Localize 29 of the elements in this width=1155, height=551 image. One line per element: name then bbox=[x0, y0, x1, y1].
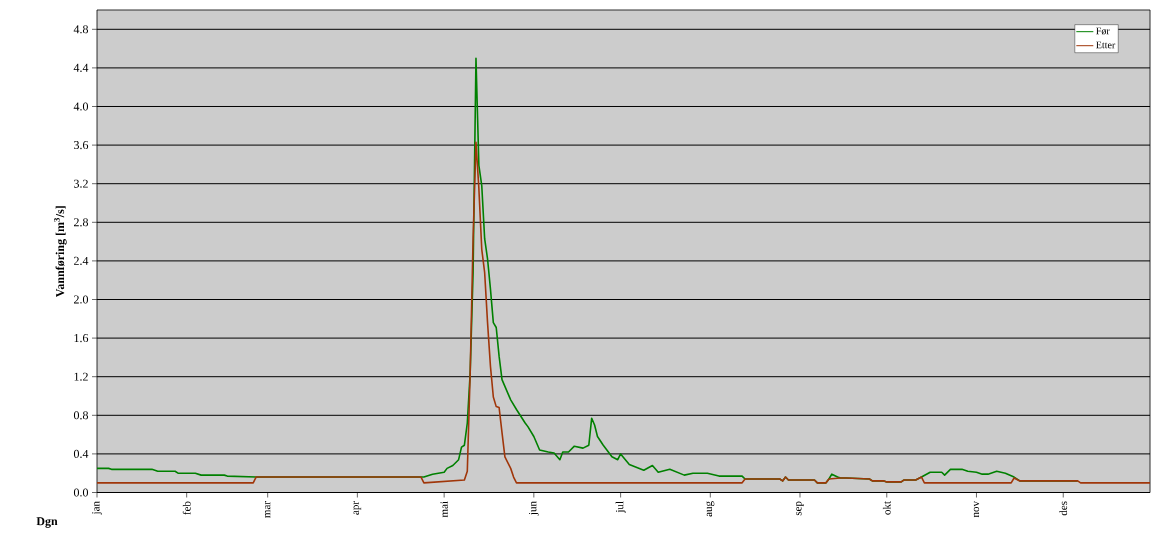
y-tick-label: 2.8 bbox=[74, 218, 89, 227]
y-tick-label: 1.6 bbox=[74, 334, 89, 343]
y-tick-label: 0.8 bbox=[73, 411, 89, 420]
x-axis-title: Dgn bbox=[36, 517, 58, 528]
x-tick-label: nov bbox=[973, 501, 980, 518]
legend-label: Etter bbox=[1096, 41, 1116, 49]
y-tick-label: 2.0 bbox=[74, 295, 89, 304]
x-tick-label: aug bbox=[706, 501, 715, 517]
x-tick-label: apr bbox=[353, 501, 362, 515]
x-tick-label: jun bbox=[529, 501, 539, 516]
x-tick-label: des bbox=[1059, 501, 1068, 516]
y-tick-label: 4.0 bbox=[73, 102, 89, 111]
y-tick-label: 0.4 bbox=[73, 449, 89, 458]
y-axis-title: Vannføring [m$^{3}$/s] bbox=[54, 206, 67, 298]
x-tick-label: mar bbox=[265, 501, 271, 518]
x-tick-label: sep bbox=[796, 501, 804, 516]
x-tick-label: jan bbox=[92, 501, 102, 515]
y-tick-label: 3.2 bbox=[74, 179, 88, 188]
x-tick-label: okt bbox=[882, 501, 891, 515]
x-tick-label: feb bbox=[182, 501, 191, 515]
legend-label: Før bbox=[1096, 27, 1110, 35]
x-tick-label: mai bbox=[440, 501, 448, 518]
y-tick-label: 0.0 bbox=[73, 488, 89, 497]
y-tick-label: 3.6 bbox=[74, 141, 89, 150]
y-tick-label: 4.4 bbox=[73, 63, 89, 72]
x-tick-label: jul bbox=[615, 501, 626, 513]
y-tick-label: 1.2 bbox=[74, 372, 88, 381]
y-tick-label: 2.4 bbox=[74, 256, 89, 265]
y-tick-label: 4.8 bbox=[73, 25, 89, 34]
